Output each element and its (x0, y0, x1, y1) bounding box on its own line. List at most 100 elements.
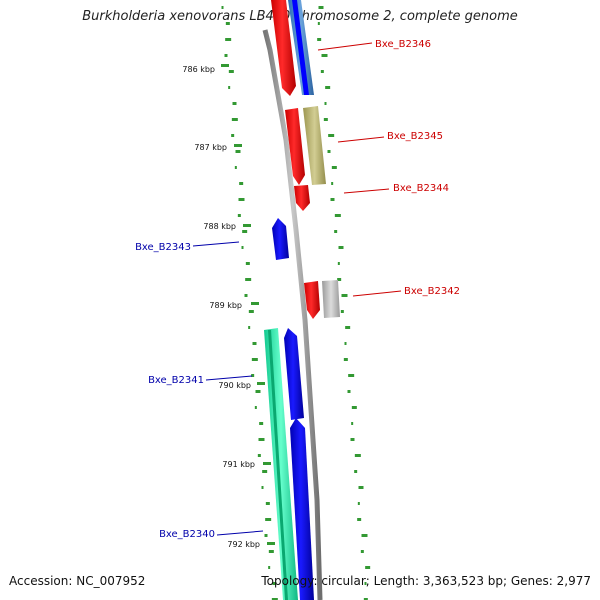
forward-strand-genes (271, 0, 340, 319)
scale-tick (263, 462, 271, 465)
gc-track-dot (258, 438, 265, 441)
gene-label-bxe-b2342[interactable]: Bxe_B2342 (404, 286, 460, 297)
gc-track-dot (238, 198, 245, 201)
gc-track-dot (241, 246, 244, 249)
gc-track-dot (268, 566, 271, 569)
gc-track-dot (350, 438, 355, 441)
gc-track-dot (232, 102, 237, 105)
gc-track-dot (325, 86, 331, 89)
accession-label: Accession: NC_007952 (9, 574, 146, 588)
gc-track-dot (244, 294, 248, 297)
leader-line (205, 375, 253, 381)
gene-bxe-b2345-cog (303, 106, 326, 185)
gc-track-dot (361, 534, 368, 537)
gene-bxe-b2344-cds[interactable] (294, 185, 310, 211)
gene-bxe-b2342-cog (322, 280, 340, 318)
gc-track-dot (225, 38, 232, 41)
gc-track-dot (251, 374, 255, 377)
gene-bxe-b2342-cds[interactable] (304, 281, 320, 319)
scale-tick (251, 302, 259, 305)
gc-track-dot (330, 198, 335, 201)
gc-track-dot (221, 6, 224, 9)
gene-label-bxe-b2340[interactable]: Bxe_B2340 (159, 529, 215, 540)
gc-track-dot (340, 310, 344, 313)
leader-line (317, 42, 373, 51)
scale-tick (221, 64, 229, 67)
gene-label-bxe-b2346[interactable]: Bxe_B2346 (375, 39, 431, 50)
gc-track-dot (338, 246, 344, 249)
gc-track-dot (255, 390, 261, 393)
gc-track-dot (331, 166, 337, 169)
gc-track-dot (347, 390, 351, 393)
gc-track-dot (228, 70, 234, 73)
gc-track-dot (351, 406, 357, 409)
gc-track-dot (248, 326, 251, 329)
gene-bxe-b2341-cds[interactable] (284, 328, 304, 420)
gc-track-dot (317, 22, 320, 25)
gc-track-dot (239, 182, 244, 185)
gc-track-dot (271, 598, 278, 600)
scale-label: 787 kbp (194, 143, 227, 152)
gc-track-dot (242, 230, 248, 233)
gene-bxe-b2346-cds[interactable] (271, 0, 296, 96)
scale-label: 786 kbp (182, 65, 215, 74)
gc-track-dot (345, 326, 351, 329)
gene-label-bxe-b2343[interactable]: Bxe_B2343 (135, 242, 191, 253)
gc-track-dot (341, 294, 348, 297)
scale-tick (267, 542, 275, 545)
gc-track-dot (257, 454, 261, 457)
chromosome-backbone (262, 29, 323, 600)
gene-labels: Bxe_B2346 Bxe_B2345 Bxe_B2344 Bxe_B2342 … (135, 39, 460, 540)
gene-bxe-b2345-cds[interactable] (285, 108, 305, 185)
gc-track-dot (254, 406, 257, 409)
gc-track-dot (323, 118, 328, 121)
gc-track-dot (237, 214, 241, 217)
gene-bxe-b2343-cds[interactable] (272, 218, 289, 260)
gc-track-dot (343, 358, 348, 361)
gc-skew-track-right (317, 6, 371, 600)
gene-label-bxe-b2345[interactable]: Bxe_B2345 (387, 131, 443, 142)
scale-label: 789 kbp (209, 301, 242, 310)
gene-bxe-b2340-edge (268, 330, 288, 600)
gc-track-dot (363, 598, 368, 600)
gc-track-dot (351, 422, 354, 425)
reverse-strand-genes (264, 218, 314, 600)
gc-track-dot (262, 470, 268, 473)
gc-track-dot (252, 342, 257, 345)
gc-track-dot (364, 582, 367, 585)
leader-line (216, 530, 264, 536)
gc-track-dot (318, 6, 324, 9)
scale-label: 790 kbp (218, 381, 251, 390)
gc-track-dot (328, 134, 335, 137)
genome-summary: Topology: circular; Length: 3,363,523 bp… (261, 574, 591, 588)
gene-label-bxe-b2344[interactable]: Bxe_B2344 (393, 183, 449, 194)
gc-track-dot (327, 150, 331, 153)
leader-line (352, 290, 402, 297)
scale-label: 792 kbp (227, 540, 260, 549)
gc-track-dot (360, 550, 364, 553)
gc-track-dot (251, 358, 258, 361)
gc-track-dot (358, 486, 364, 489)
leader-line (337, 136, 385, 143)
gc-track-dot (334, 214, 341, 217)
scale-tick (257, 382, 265, 385)
gene-bxe-b2340-cds[interactable] (290, 418, 314, 600)
gc-track-dot (231, 134, 235, 137)
gc-skew-track-left (221, 6, 278, 600)
gc-track-dot (357, 502, 360, 505)
gc-track-dot (365, 566, 371, 569)
gc-track-dot (272, 582, 277, 585)
scale-tick (243, 224, 251, 227)
leader-line (192, 241, 240, 247)
gc-track-dot (354, 454, 361, 457)
gene-label-bxe-b2341[interactable]: Bxe_B2341 (148, 375, 204, 386)
gc-track-dot (231, 118, 238, 121)
gc-track-dot (245, 262, 250, 265)
gc-track-dot (348, 374, 355, 377)
gc-track-dot (248, 310, 254, 313)
gc-track-dot (334, 230, 338, 233)
gc-track-dot (234, 166, 237, 169)
gc-track-dot (320, 70, 324, 73)
gc-track-dot (354, 470, 358, 473)
